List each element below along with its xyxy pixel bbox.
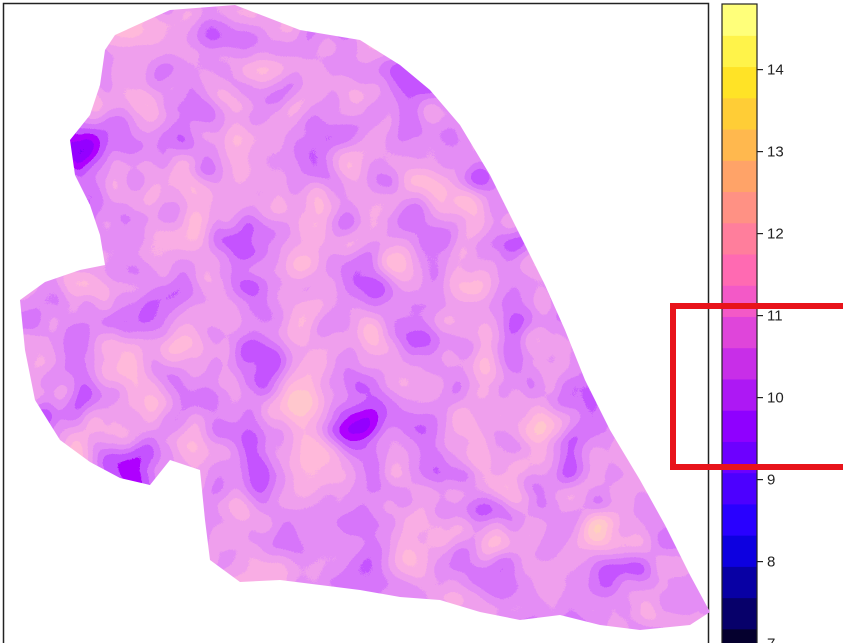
colorbar-segment: [722, 378, 757, 411]
colorbar-segment: [722, 191, 757, 224]
colorbar-segment: [722, 97, 757, 130]
colorbar-segment: [722, 128, 757, 161]
colorbar-segment: [722, 566, 757, 599]
colorbar-segment: [722, 410, 757, 442]
colorbar-frame: [721, 3, 758, 643]
colorbar-segment: [722, 4, 757, 36]
colorbar-segment: [722, 535, 757, 567]
colorbar-segment: [722, 66, 757, 99]
colorbar-segment: [722, 35, 757, 68]
colorbar-segment: [722, 628, 757, 643]
colorbar-tick-label: 13: [767, 144, 784, 161]
colorbar-tick-label: 11: [767, 308, 783, 325]
colorbar-segment: [722, 316, 757, 349]
colorbar: 14 13 12 11 10 9 8 7: [721, 3, 784, 643]
colorbar-segment: [722, 503, 757, 536]
highlight-box: [670, 303, 843, 470]
colorbar-segment: [722, 160, 757, 193]
colorbar-segment: [722, 285, 757, 317]
colorbar-tick-label: 9: [767, 472, 775, 489]
colorbar-segment: [722, 472, 757, 505]
colorbar-segment: [722, 597, 757, 630]
colorbar-tick-label: 12: [767, 226, 784, 243]
colorbar-segment: [722, 253, 757, 286]
colorbar-tick-label: 10: [767, 390, 784, 407]
colorbar-tick-label: 8: [767, 554, 775, 571]
colorbar-segment: [722, 347, 757, 380]
colorbar-tick-label: 7: [767, 636, 775, 643]
colorbar-tick-label: 14: [767, 62, 784, 79]
colorbar-segment: [722, 222, 757, 255]
